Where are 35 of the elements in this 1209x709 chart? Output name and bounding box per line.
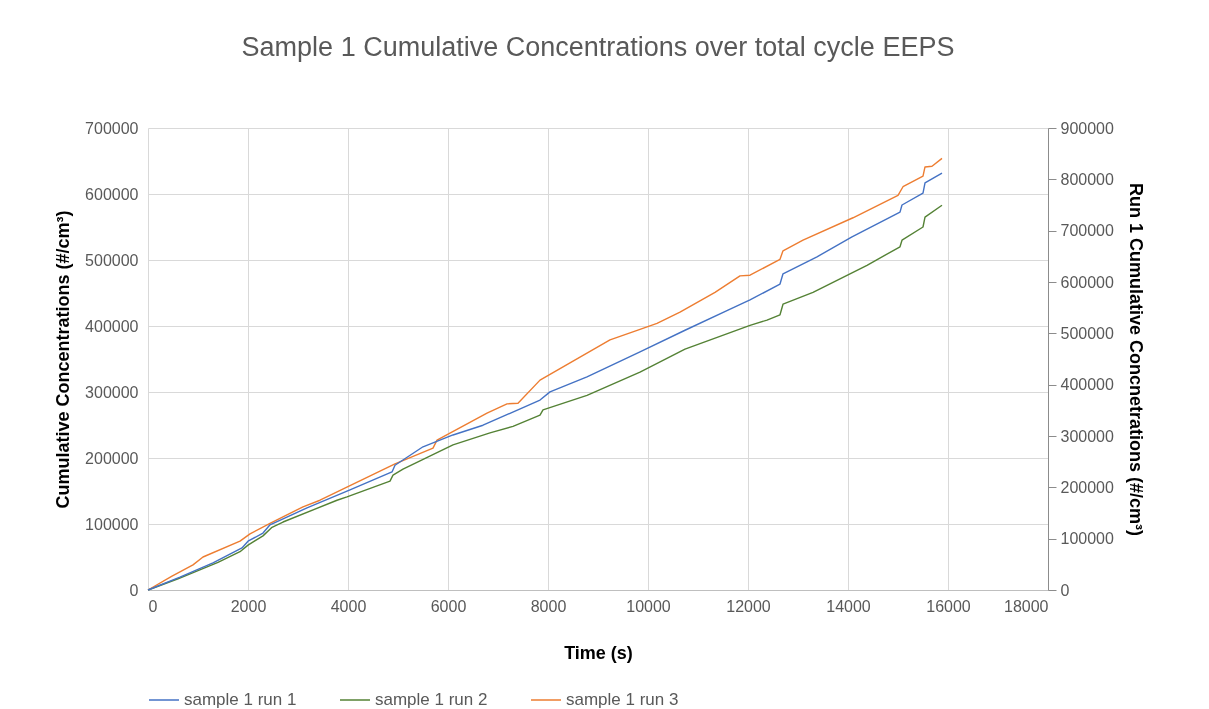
y2-tick-label: 0: [1060, 581, 1070, 599]
x-tick-label: 14000: [826, 597, 871, 615]
y-tick-label: 400000: [85, 317, 139, 335]
y2-tick-label: 700000: [1060, 222, 1114, 240]
y-axis-title: Cumulative Concentrations (#/cm³): [53, 210, 74, 509]
y-tick-label: 600000: [85, 185, 139, 203]
x-tick-label: 10000: [626, 597, 671, 615]
x-tick-label: 2000: [230, 597, 267, 615]
x-tick-label: 4000: [330, 597, 367, 615]
legend-label: sample 1 run 1: [184, 690, 297, 709]
y2-tick-label: 800000: [1060, 170, 1114, 188]
x-tick-label: 18000: [1004, 597, 1049, 615]
y2-tick-label: 400000: [1060, 376, 1114, 394]
y2-tick-label: 600000: [1060, 273, 1114, 291]
x-tick-label: 16000: [926, 597, 971, 615]
legend-label: sample 1 run 2: [375, 690, 488, 709]
y2-tick-label: 300000: [1060, 427, 1114, 445]
y-tick-label: 300000: [85, 383, 139, 401]
y-tick-label: 100000: [85, 515, 139, 533]
y-tick-label: 0: [129, 581, 139, 599]
y2-tick-label: 900000: [1060, 119, 1114, 137]
y2-axis-title: Run 1 Cumulative Concnetrations (#/cm³): [1125, 182, 1146, 537]
y2-tick-label: 500000: [1060, 324, 1114, 342]
y-tick-label: 700000: [85, 119, 139, 137]
chart-title: Sample 1 Cumulative Concentrations over total cycle EEPS: [241, 32, 955, 62]
x-tick-label: 0: [148, 597, 158, 615]
y2-tick-label: 100000: [1060, 530, 1114, 548]
y2-tick-label: 200000: [1060, 478, 1114, 496]
x-tick-label: 8000: [530, 597, 567, 615]
x-tick-label: 12000: [726, 597, 771, 615]
y-tick-label: 200000: [85, 449, 139, 467]
x-tick-label: 6000: [430, 597, 467, 615]
legend-label: sample 1 run 3: [566, 690, 679, 709]
y-tick-label: 500000: [85, 251, 139, 269]
x-axis-title: Time (s): [564, 642, 633, 663]
